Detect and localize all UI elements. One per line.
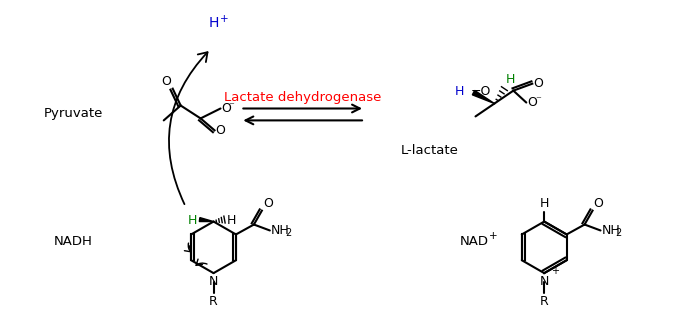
Text: 2: 2 <box>615 228 622 239</box>
Text: R: R <box>540 295 549 308</box>
Text: +: + <box>551 266 559 276</box>
Text: N: N <box>540 275 549 288</box>
Text: H: H <box>208 16 218 30</box>
Text: 2: 2 <box>285 228 291 239</box>
Text: H: H <box>227 214 236 227</box>
Text: H: H <box>455 85 465 98</box>
Text: +: + <box>220 14 228 24</box>
Text: O: O <box>263 197 273 210</box>
Text: −O: −O <box>470 85 491 98</box>
Text: O: O <box>594 197 603 210</box>
Text: Lactate dehydrogenase: Lactate dehydrogenase <box>224 91 382 104</box>
Text: Pyruvate: Pyruvate <box>43 107 103 120</box>
Polygon shape <box>473 90 494 104</box>
Text: N: N <box>209 275 218 288</box>
Text: NH: NH <box>601 224 620 237</box>
FancyArrowPatch shape <box>169 52 207 204</box>
Text: O: O <box>216 124 225 137</box>
Text: H: H <box>188 214 197 227</box>
Text: R: R <box>209 295 218 308</box>
Text: ⁻: ⁻ <box>228 102 235 112</box>
Text: O: O <box>221 102 232 115</box>
Text: O: O <box>527 96 537 109</box>
Text: O: O <box>161 75 171 88</box>
Text: O: O <box>533 77 543 90</box>
FancyArrowPatch shape <box>196 259 207 265</box>
Text: L-lactate: L-lactate <box>400 144 458 157</box>
Text: +: + <box>489 231 498 242</box>
Text: ⁻: ⁻ <box>536 95 541 106</box>
Text: NADH: NADH <box>54 235 92 248</box>
Polygon shape <box>199 218 213 221</box>
Text: H: H <box>505 73 514 86</box>
Text: H: H <box>540 197 549 210</box>
Text: NH: NH <box>271 224 290 237</box>
Text: NAD: NAD <box>460 235 489 248</box>
FancyArrowPatch shape <box>184 243 191 252</box>
